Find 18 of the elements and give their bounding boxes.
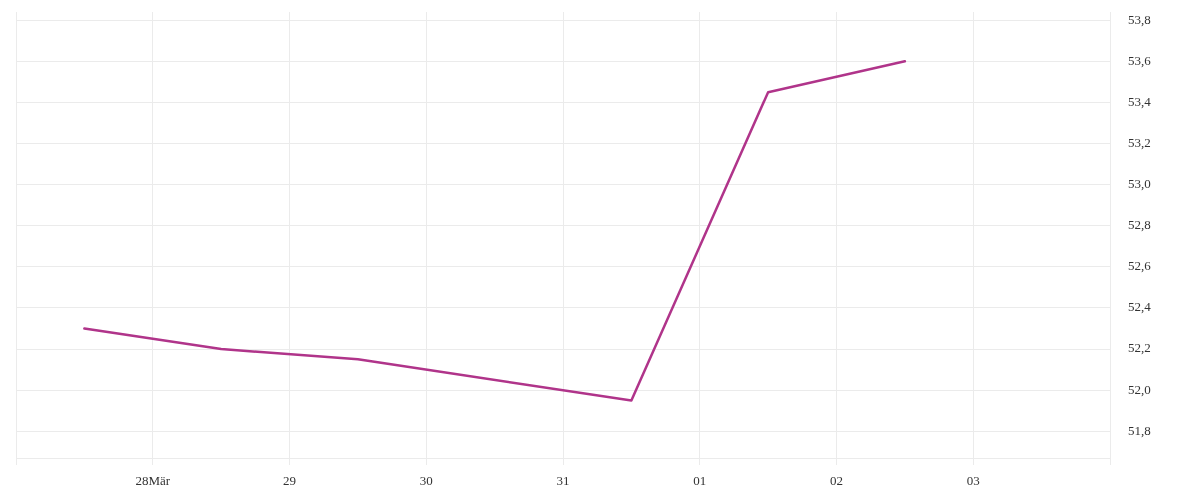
y-tick-label: 52,6 [1128,258,1152,274]
y-tick-label: 51,8 [1128,422,1151,438]
y-tick-label: 53,4 [1128,93,1152,109]
x-tick-label: 03 [966,473,980,489]
x-tick-label: 31 [556,473,570,489]
y-tick-label: 52,0 [1128,381,1151,397]
x-tick-label: 01 [693,473,707,489]
x-tick-label: 29 [283,473,296,489]
y-tick-label: 52,4 [1128,299,1152,315]
y-tick-label: 53,2 [1128,134,1151,150]
y-tick-label: 52,2 [1128,340,1151,356]
y-tick-label: 53,0 [1128,176,1151,192]
y-tick-label: 52,8 [1128,217,1151,233]
x-tick-label: 28Mär [135,473,171,489]
x-tick-label: 02 [830,473,843,489]
y-tick-label: 53,8 [1128,11,1151,27]
x-tick-label: 30 [419,473,433,489]
y-tick-label: 53,6 [1128,52,1152,68]
